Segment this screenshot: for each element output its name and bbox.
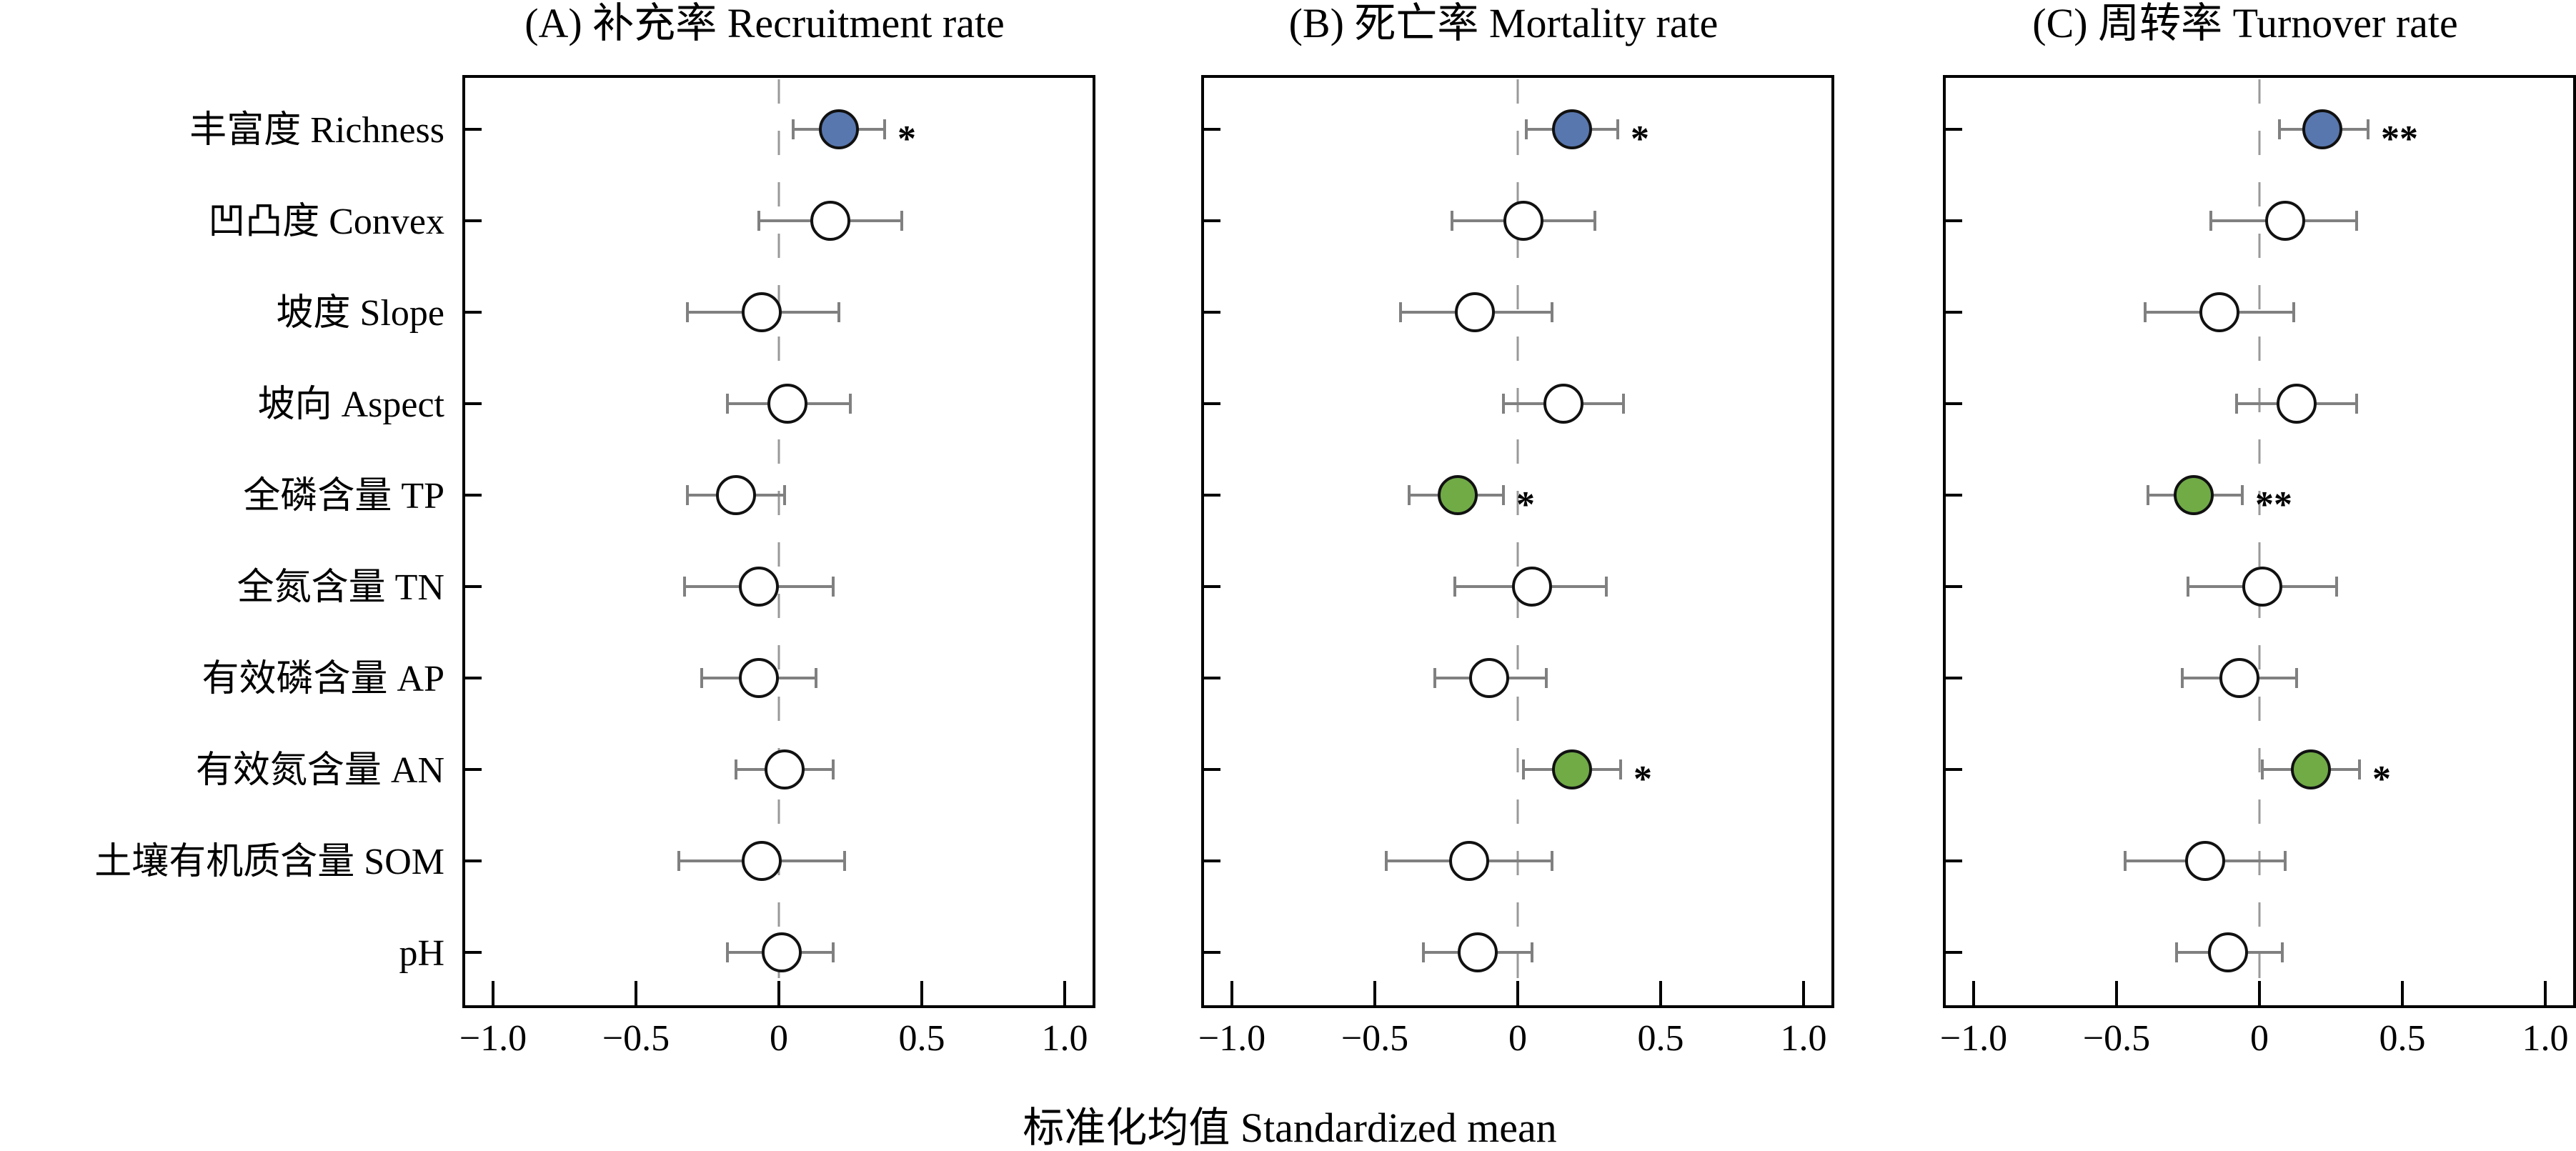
significance-marker: * [1516, 484, 1535, 525]
mean-marker [2208, 932, 2248, 972]
mean-marker [739, 567, 779, 607]
mean-marker [1469, 658, 1509, 698]
y-category-label: 有效氮含量 AN [196, 750, 444, 791]
mean-marker [1438, 475, 1478, 515]
y-category-label: 丰富度 Richness [189, 110, 444, 151]
mean-marker [1449, 841, 1489, 881]
y-axis-category-labels: 丰富度 Richness 凹凸度 Convex 坡度 Slope 坡向 Aspect 全… [94, 110, 444, 974]
panel-b: (B) 死亡率 Mortality rate −1.0 −0.5 0 0.5 1.0 * * * [1198, 0, 1834, 1059]
mean-marker [762, 932, 802, 972]
x-tick-label: 0.5 [1638, 1018, 1684, 1059]
x-tick-label: −0.5 [602, 1018, 670, 1059]
significance-marker: ** [2255, 484, 2292, 525]
mean-marker [767, 384, 807, 424]
significance-marker: * [1631, 119, 1649, 159]
panel-title: (A) 补充率 Recruitment rate [524, 0, 1005, 46]
y-category-label: 有效磷含量 AP [202, 659, 444, 699]
panel-c: (C) 周转率 Turnover rate−1.0 −0.5 0 0.5 1.0****… [1940, 0, 2576, 1059]
significance-marker: * [897, 119, 916, 159]
mean-marker [716, 475, 756, 515]
mean-marker [742, 841, 782, 881]
y-category-label: 坡度 Slope [277, 293, 444, 334]
mean-marker [1512, 567, 1552, 607]
mean-marker [2302, 109, 2342, 149]
mean-marker [810, 201, 850, 241]
panels: (A) 补充率 Recruitment rate −1.0 −0.5 0 0.5 1.0 *… [459, 0, 2576, 1059]
y-category-label: 土壤有机质含量 SOM [94, 842, 444, 882]
mean-marker [742, 292, 782, 332]
x-tick-label: 0 [770, 1018, 788, 1059]
mean-marker [2199, 292, 2239, 332]
mean-marker [1552, 749, 1592, 789]
mean-marker [1543, 384, 1583, 424]
x-tick-label: 0 [2250, 1018, 2269, 1059]
panel-title: (B) 死亡率 Mortality rate [1289, 0, 1719, 46]
mean-marker [1503, 201, 1543, 241]
x-tick-label: −1.0 [1940, 1018, 2007, 1059]
y-category-label: 全磷含量 TP [243, 476, 444, 517]
mean-marker [2265, 201, 2305, 241]
x-tick-label: 0 [1508, 1018, 1527, 1059]
x-tick-label: 0.5 [899, 1018, 945, 1059]
x-tick-label: 1.0 [1042, 1018, 1088, 1059]
mean-marker [2174, 475, 2214, 515]
mean-marker [1455, 292, 1495, 332]
mean-marker [2185, 841, 2225, 881]
y-category-label: 全氮含量 TN [237, 567, 444, 608]
x-tick-label: 0.5 [2379, 1018, 2426, 1059]
mean-marker [739, 658, 779, 698]
x-tick-label: −0.5 [1341, 1018, 1408, 1059]
mean-marker [765, 749, 805, 789]
mean-marker [1552, 109, 1592, 149]
mean-marker [2219, 658, 2259, 698]
x-tick-label: −1.0 [1198, 1018, 1265, 1059]
significance-marker: * [1633, 759, 1652, 799]
x-tick-label: −0.5 [2083, 1018, 2150, 1059]
x-axis-label: 标准化均值 Standardized mean [1023, 1105, 1556, 1151]
x-tick-label: −1.0 [459, 1018, 527, 1059]
x-tick-label: 1.0 [2522, 1018, 2569, 1059]
mean-marker [1458, 932, 1498, 972]
significance-marker: ** [2381, 119, 2418, 159]
mean-marker [819, 109, 859, 149]
mean-marker [2291, 749, 2331, 789]
mean-marker [2242, 567, 2282, 607]
mean-marker [2277, 384, 2317, 424]
x-tick-label: 1.0 [1781, 1018, 1827, 1059]
y-category-label: pH [399, 933, 444, 974]
panel-title: (C) 周转率 Turnover rate [2032, 0, 2458, 46]
panel-a: (A) 补充率 Recruitment rate −1.0 −0.5 0 0.5 1.0 * [459, 0, 1095, 1059]
y-category-label: 凹凸度 Convex [208, 201, 444, 242]
y-category-label: 坡向 Aspect [258, 384, 445, 425]
significance-marker: * [2372, 759, 2391, 799]
